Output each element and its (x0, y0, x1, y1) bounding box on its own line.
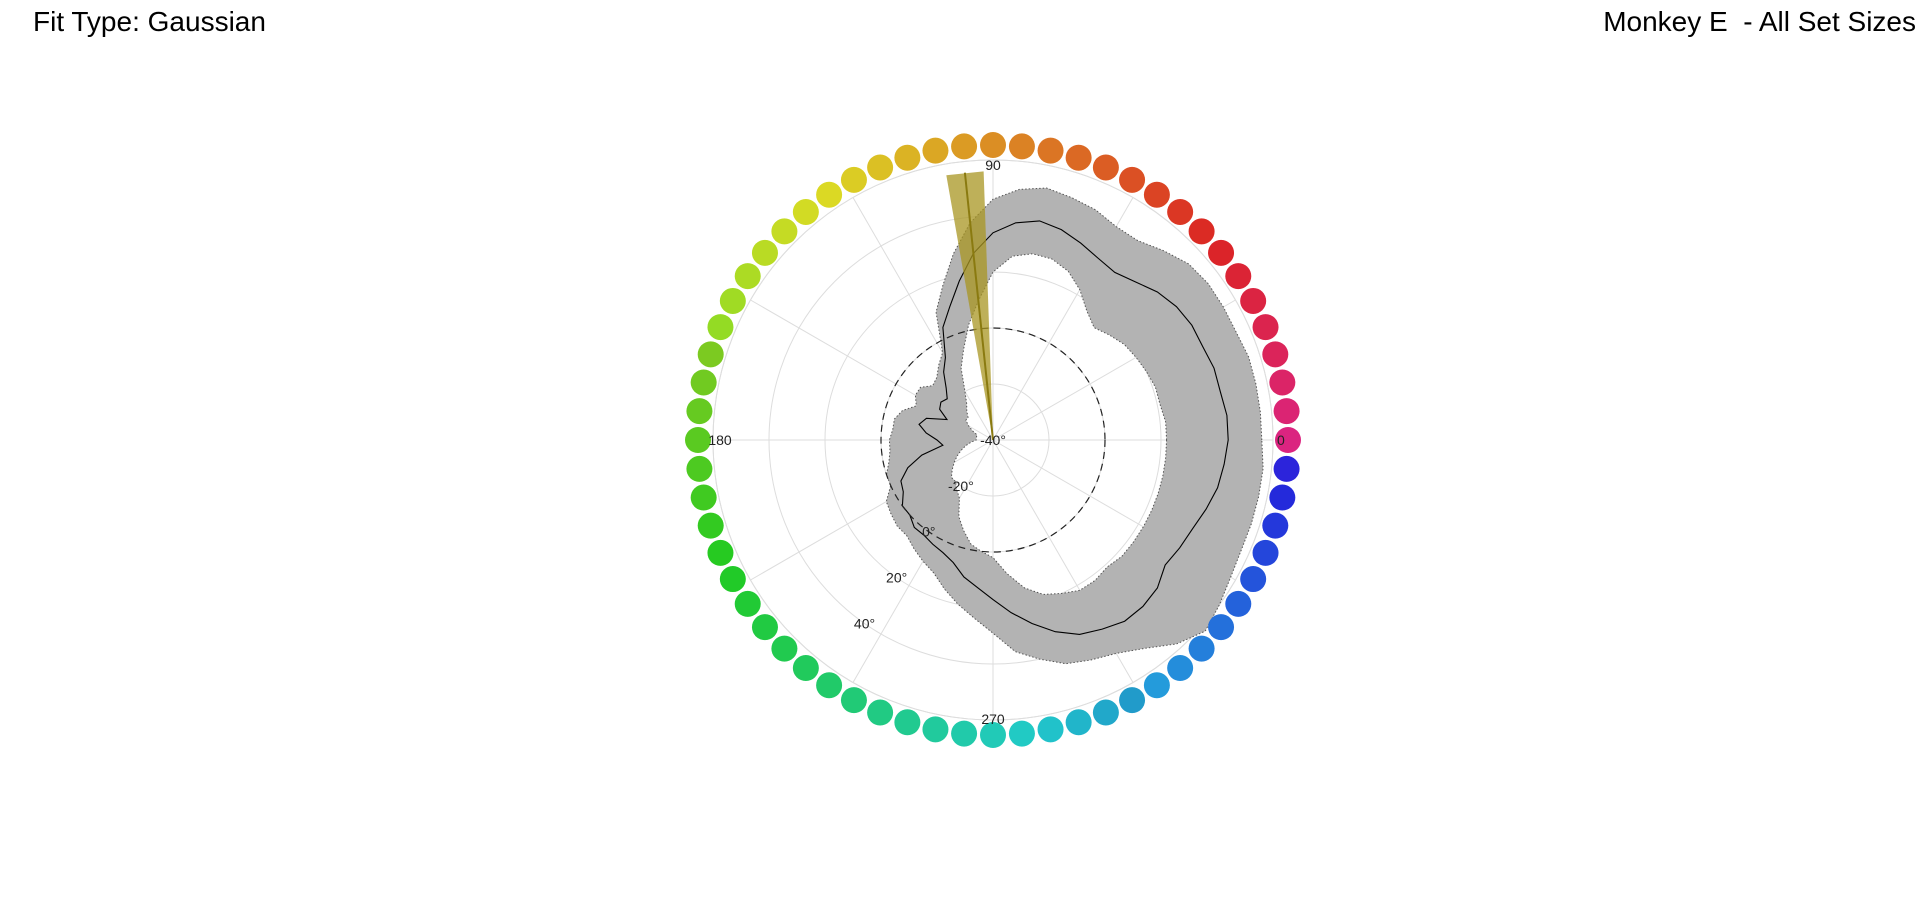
color-wheel-dot (1208, 239, 1235, 266)
color-wheel-dot (840, 166, 867, 193)
color-wheel-dot (1188, 218, 1215, 245)
color-wheel-dot (792, 655, 819, 682)
radial-tick-label: -40° (980, 432, 1006, 448)
angle-tick-label: 0 (1277, 432, 1285, 448)
color-wheel-dot (922, 716, 949, 743)
color-wheel-dot (894, 709, 921, 736)
color-wheel-dot (816, 181, 843, 208)
plot-areas (880, 171, 1264, 665)
color-wheel-dot (707, 314, 734, 341)
color-wheel-dot (1143, 672, 1170, 699)
angular-gridline (852, 439, 994, 683)
color-wheel-dot (1167, 198, 1194, 225)
mean-line (900, 220, 1229, 635)
color-wheel-dot (697, 341, 724, 368)
color-wheel-dot (1262, 512, 1289, 539)
fit-type-label: Fit Type: Gaussian (33, 6, 266, 37)
color-wheel-dot (1269, 484, 1296, 511)
axis-labels: 0 90 180 270 -40° -20° 0° 20° 40° (708, 157, 1285, 727)
color-wheel-dot (922, 137, 949, 164)
angle-tick-label: 180 (708, 432, 732, 448)
angle-tick-label: 90 (985, 157, 1001, 173)
color-wheel-dot (1262, 341, 1289, 368)
color-wheel-dot (707, 539, 734, 566)
color-wheel-dot (894, 144, 921, 171)
color-wheel-dot (686, 455, 713, 482)
color-wheel-dot (771, 635, 798, 662)
color-wheel-dot (1188, 635, 1215, 662)
color-wheel-dot (771, 218, 798, 245)
color-wheel-dot (685, 427, 711, 453)
color-wheel-dot (951, 720, 978, 747)
color-wheel-dot (690, 369, 717, 396)
color-wheel-dot (1275, 427, 1301, 453)
color-wheel-dot (690, 484, 717, 511)
color-wheel-dot (1037, 137, 1064, 164)
color-wheel-dot (1225, 590, 1252, 617)
color-wheel-dot (1065, 144, 1092, 171)
color-wheel-dot (1065, 709, 1092, 736)
color-wheel-dot (1037, 716, 1064, 743)
color-wheel-dot (792, 198, 819, 225)
color-wheel-dot (719, 287, 746, 314)
confidence-band (886, 188, 1264, 664)
color-wheel-dot (867, 699, 894, 726)
color-wheel-dot (1273, 455, 1300, 482)
color-wheel-dot (1167, 655, 1194, 682)
radial-tick-label: -20° (948, 478, 974, 494)
color-wheel-dot (980, 722, 1006, 748)
target-wedge (946, 171, 993, 440)
lower-bound-line (950, 253, 1168, 595)
color-wheel-dot (719, 566, 746, 593)
radial-tick-label: 0° (922, 524, 935, 540)
color-wheel-dot (697, 512, 724, 539)
color-wheel-dot (980, 132, 1006, 158)
color-wheel-dot (751, 239, 778, 266)
color-wheel-dot (867, 154, 894, 181)
target-direction-line (963, 172, 994, 441)
reference-circle (880, 327, 1106, 553)
color-wheel-dot (1273, 398, 1300, 425)
color-wheel-dot (1269, 369, 1296, 396)
color-wheel-dot (1240, 566, 1267, 593)
subject-title: Monkey E - All Set Sizes (1603, 6, 1916, 37)
color-wheel-dot (1252, 314, 1279, 341)
color-wheel-dot (751, 614, 778, 641)
color-wheel-dot (734, 590, 761, 617)
color-wheel-dot (1119, 687, 1146, 714)
color-wheel-dot (1119, 166, 1146, 193)
color-wheel-dot (1208, 614, 1235, 641)
color-wheel-dot (1252, 539, 1279, 566)
upper-bound-line (885, 187, 1264, 665)
color-wheel-dot (840, 687, 867, 714)
angular-gridline (852, 197, 994, 441)
color-wheel-dot (1240, 287, 1267, 314)
color-wheel-dot (1008, 720, 1035, 747)
color-wheel-dot (734, 263, 761, 290)
color-wheel-dot (1092, 154, 1119, 181)
color-wheel-dot (1092, 699, 1119, 726)
radial-tick-label: 20° (886, 570, 907, 586)
color-wheel-dot (1008, 133, 1035, 160)
color-wheel-dot (951, 133, 978, 160)
color-wheel (685, 132, 1301, 748)
angle-tick-label: 270 (981, 711, 1005, 727)
color-wheel-dot (1143, 181, 1170, 208)
color-wheel-dot (1225, 263, 1252, 290)
color-wheel-dot (686, 398, 713, 425)
radial-tick-label: 40° (854, 615, 875, 631)
color-wheel-dot (816, 672, 843, 699)
